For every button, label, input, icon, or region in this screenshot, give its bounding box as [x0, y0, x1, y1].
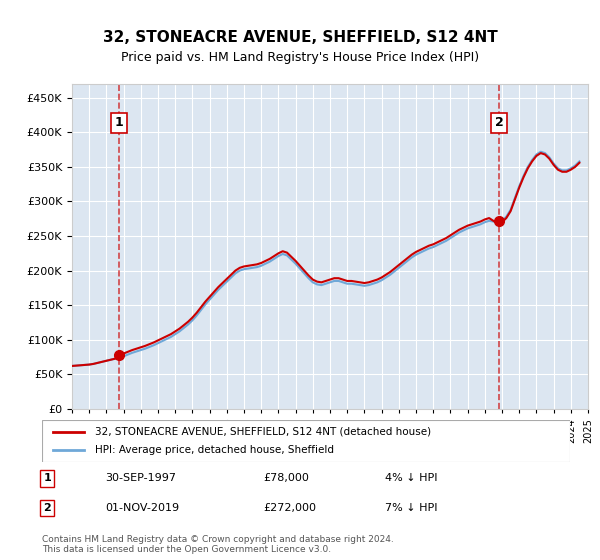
Text: 1: 1	[115, 116, 124, 129]
Text: Price paid vs. HM Land Registry's House Price Index (HPI): Price paid vs. HM Land Registry's House …	[121, 52, 479, 64]
Text: 7% ↓ HPI: 7% ↓ HPI	[385, 503, 438, 513]
Text: 32, STONEACRE AVENUE, SHEFFIELD, S12 4NT (detached house): 32, STONEACRE AVENUE, SHEFFIELD, S12 4NT…	[95, 427, 431, 437]
Text: HPI: Average price, detached house, Sheffield: HPI: Average price, detached house, Shef…	[95, 445, 334, 455]
Text: 1: 1	[43, 473, 51, 483]
Text: 01-NOV-2019: 01-NOV-2019	[106, 503, 179, 513]
Text: 2: 2	[495, 116, 503, 129]
Text: £78,000: £78,000	[264, 473, 310, 483]
Text: 4% ↓ HPI: 4% ↓ HPI	[385, 473, 438, 483]
Text: 30-SEP-1997: 30-SEP-1997	[106, 473, 176, 483]
FancyBboxPatch shape	[42, 420, 570, 462]
Text: 32, STONEACRE AVENUE, SHEFFIELD, S12 4NT: 32, STONEACRE AVENUE, SHEFFIELD, S12 4NT	[103, 30, 497, 45]
Text: £272,000: £272,000	[264, 503, 317, 513]
Text: 2: 2	[43, 503, 51, 513]
Text: Contains HM Land Registry data © Crown copyright and database right 2024.
This d: Contains HM Land Registry data © Crown c…	[42, 535, 394, 554]
